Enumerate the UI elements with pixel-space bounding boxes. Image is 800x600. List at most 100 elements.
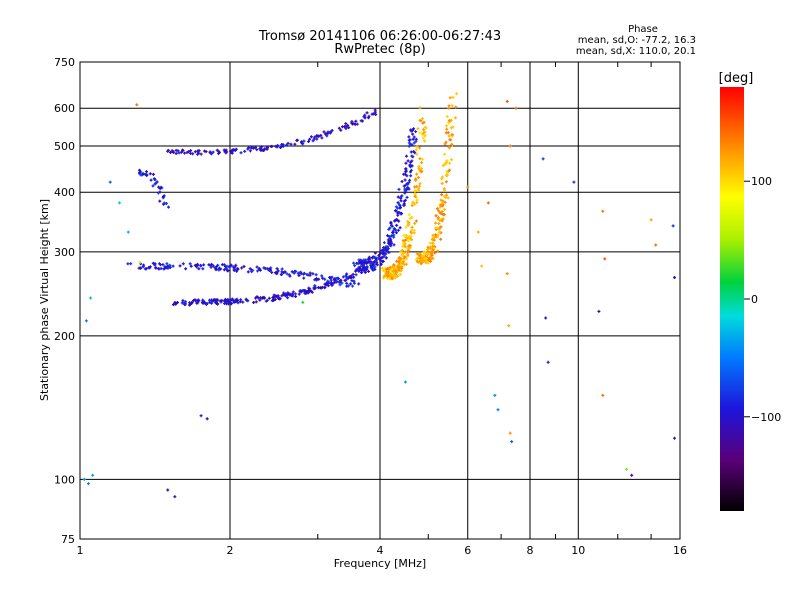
echo-point [453, 116, 457, 120]
echo-point [141, 265, 145, 269]
echo-point [193, 150, 197, 154]
y-tick-label: 100 [54, 473, 75, 486]
echo-point [174, 151, 178, 155]
echo-point [432, 246, 436, 250]
echo-point [390, 234, 394, 238]
echo-point [86, 482, 90, 486]
echo-point [399, 205, 403, 209]
echo-point [451, 125, 455, 129]
echo-point [603, 257, 607, 261]
echo-point [423, 130, 427, 134]
echo-point [404, 154, 408, 158]
echo-point [139, 266, 143, 270]
echo-point [352, 261, 356, 265]
echo-point [177, 151, 181, 155]
echo-point [153, 178, 157, 182]
echo-point [232, 300, 236, 304]
echo-point [392, 243, 396, 247]
echo-point [143, 267, 147, 271]
echo-point [406, 186, 410, 190]
echo-point [444, 140, 448, 144]
echo-point [225, 264, 229, 268]
echo-point [302, 271, 306, 275]
echo-point [173, 495, 177, 499]
echo-point [417, 253, 421, 257]
echo-point [165, 262, 169, 266]
echo-point [421, 255, 425, 259]
echo-point [508, 144, 512, 148]
echo-point [248, 149, 252, 153]
echo-point [446, 196, 450, 200]
echo-point [277, 297, 281, 301]
echo-point [350, 120, 354, 124]
echo-point [320, 136, 324, 140]
echo-point [357, 282, 361, 286]
echo-point [251, 146, 255, 150]
echo-point [263, 266, 267, 270]
echo-point [486, 201, 490, 205]
echo-point [239, 151, 243, 155]
echo-point [159, 185, 163, 189]
echo-point [191, 299, 195, 303]
echo-point [387, 251, 391, 255]
echo-point [407, 141, 411, 145]
echo-point [404, 233, 408, 237]
echo-point [397, 187, 401, 191]
echo-point [108, 180, 112, 184]
echo-point [362, 265, 366, 269]
echo-point [412, 135, 416, 139]
echo-point [340, 281, 344, 285]
echo-point [415, 260, 419, 264]
echo-point [161, 263, 165, 267]
echo-point [164, 202, 168, 206]
echo-point [363, 115, 367, 119]
echo-point [232, 267, 236, 271]
echo-point [427, 257, 431, 261]
echo-point [406, 254, 410, 258]
echo-point [450, 142, 454, 146]
echo-point [401, 241, 405, 245]
echo-point [410, 203, 414, 207]
echo-point [117, 201, 121, 205]
echo-point [505, 99, 509, 103]
echo-point [416, 127, 420, 131]
echo-point [417, 164, 421, 168]
echo-point [213, 266, 217, 270]
echo-point [399, 196, 403, 200]
echo-point [365, 111, 369, 115]
echo-point [138, 260, 142, 264]
echo-point [414, 258, 418, 262]
echo-point [308, 137, 312, 141]
echo-point [91, 473, 95, 477]
chart-title: Tromsø 20141106 06:26:00-06:27:43 [258, 29, 501, 44]
echo-point [205, 302, 209, 306]
echo-point [411, 201, 415, 205]
echo-point [405, 195, 409, 199]
echo-point [544, 316, 548, 320]
colorbar-label: [deg] [719, 71, 754, 86]
echo-point [246, 270, 250, 274]
echo-point [430, 238, 434, 242]
echo-point [223, 299, 227, 303]
echo-point [299, 272, 303, 276]
echo-point [330, 275, 334, 279]
echo-point [344, 274, 348, 278]
echo-point [89, 296, 93, 300]
echo-point [291, 290, 295, 294]
echo-point [151, 261, 155, 265]
echo-point [393, 276, 397, 280]
echo-point [138, 171, 142, 175]
echo-point [374, 258, 378, 262]
echo-point [196, 301, 200, 305]
echo-point [254, 300, 258, 304]
echo-point [398, 226, 402, 230]
echo-point [405, 182, 409, 186]
echo-point [410, 164, 414, 168]
echo-point [440, 193, 444, 197]
echo-point [229, 263, 233, 267]
echo-point [159, 266, 163, 270]
x-tick-label: 4 [377, 544, 384, 557]
echo-point [323, 132, 327, 136]
echo-point [359, 119, 363, 123]
